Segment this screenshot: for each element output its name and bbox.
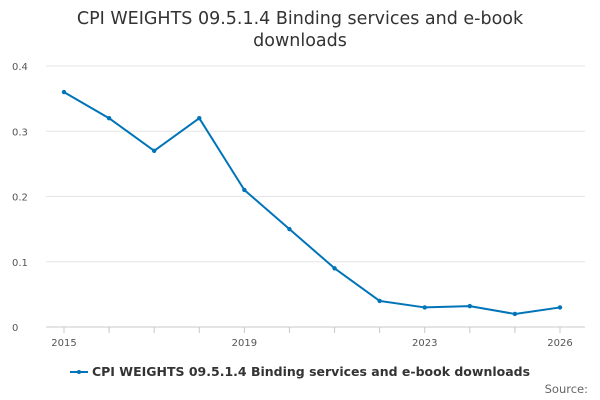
data-point-2017 (151, 148, 157, 154)
x-tick-label-2019: 2019 (232, 338, 257, 349)
legend-label: CPI WEIGHTS 09.5.1.4 Binding services an… (91, 364, 531, 379)
legend[interactable]: CPI WEIGHTS 09.5.1.4 Binding services an… (0, 364, 600, 379)
data-point-2019 (242, 187, 247, 193)
chart-title-line-2: downloads (253, 31, 347, 51)
data-point-2023 (422, 305, 427, 310)
data-point-2021 (332, 266, 337, 271)
data-point-2018 (197, 116, 202, 121)
legend-symbol (69, 366, 88, 378)
source-label: Source: (544, 382, 588, 396)
data-point-2024 (467, 303, 473, 309)
chart-title-line-1: CPI WEIGHTS 09.5.1.4 Binding services an… (76, 9, 524, 29)
data-point-2015 (61, 89, 67, 95)
y-tick-label-0: 0 (12, 323, 18, 334)
y-tick-label-4: 0.4 (12, 62, 28, 73)
y-tick-label-3: 0.3 (12, 127, 28, 138)
data-point-2026 (557, 305, 563, 310)
data-point-2016 (106, 116, 112, 121)
y-tick-label-1: 0.1 (12, 258, 28, 269)
data-point-2025 (512, 311, 518, 317)
x-tick-label-2023: 2023 (412, 338, 437, 349)
x-tick-label-2015: 2015 (51, 338, 76, 349)
series-line-0 (63, 91, 561, 315)
data-point-2020 (287, 226, 292, 232)
x-tick-label-2026: 2026 (547, 338, 572, 349)
y-tick-label-2: 0.2 (12, 193, 28, 204)
data-point-2022 (377, 298, 382, 304)
